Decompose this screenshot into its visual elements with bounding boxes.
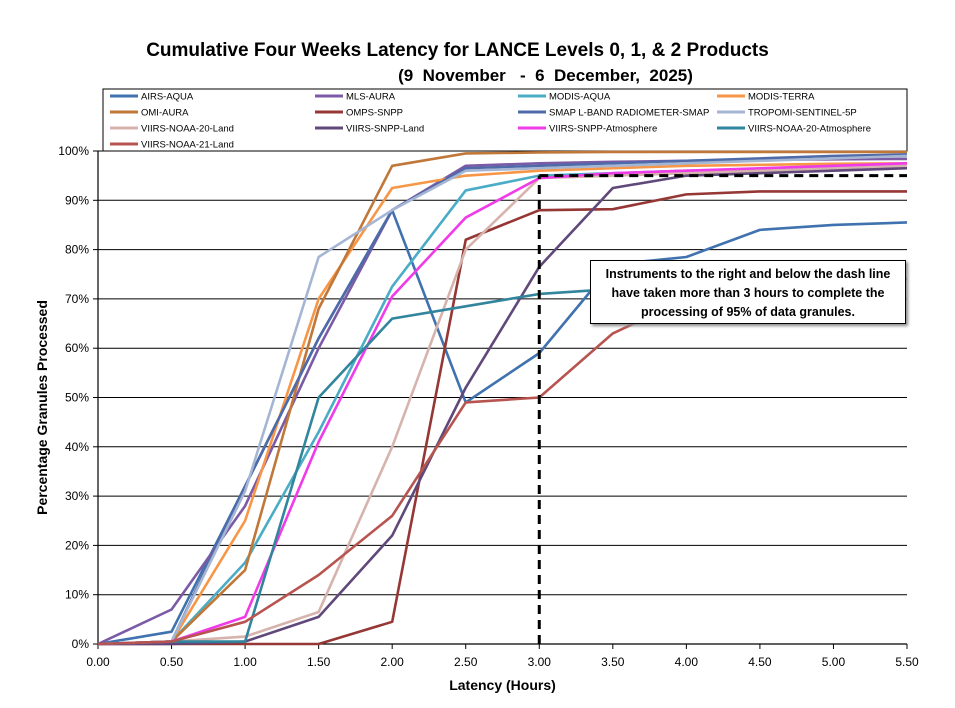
y-tick-label: 0% [72, 637, 90, 651]
annotation-box: Instruments to the right and below the d… [590, 260, 906, 324]
x-axis-title: Latency (Hours) [449, 677, 556, 693]
axis-labels: 0% 10% 20% 30% 40% 50% 60% 70% 80% 90% 100% 0.00 0.5… [34, 144, 919, 693]
series-line [97, 150, 907, 646]
y-tick-label: 80% [65, 243, 89, 257]
legend-label: VIIRS-NOAA-20-Atmosphere [748, 124, 871, 135]
x-tick-label: 1.50 [307, 655, 331, 669]
y-tick-label: 20% [65, 538, 89, 552]
legend-label: VIIRS-NOAA-21-Land [141, 140, 234, 151]
series-line [97, 162, 908, 646]
legend-label: OMI-AURA [141, 108, 189, 119]
legend-label: OMPS-SNPP [346, 108, 403, 119]
legend-label: AIRS-AQUA [141, 92, 194, 103]
y-tick-label: 50% [65, 391, 89, 405]
series-line [97, 162, 908, 646]
y-tick-label: 100% [58, 144, 89, 158]
legend-label: MODIS-AQUA [549, 92, 611, 103]
x-tick-label: 3.00 [528, 655, 552, 669]
series-line [98, 190, 907, 646]
y-tick-label: 90% [65, 193, 89, 207]
legend-label: VIIRS-NOAA-20-Land [141, 124, 234, 135]
chart-legend: AIRS-AQUA MLS-AURA MODIS-AQUA MODIS-TERRA OM… [102, 88, 908, 152]
x-tick-label: 2.50 [454, 655, 478, 669]
legend-label: MLS-AURA [346, 92, 396, 103]
threshold-dash-line [537, 174, 907, 644]
series-lines [97, 150, 908, 646]
y-axis-title: Percentage Granules Processed [34, 300, 50, 515]
x-tick-label: 3.50 [601, 655, 625, 669]
x-tick-label: 1.00 [233, 655, 257, 669]
legend-label: VIIRS-SNPP-Atmosphere [549, 124, 657, 135]
annotation-text: Instruments to the right and below the d… [605, 267, 891, 319]
series-line [97, 165, 908, 646]
legend-frame [102, 88, 908, 152]
legend-label: MODIS-TERRA [748, 92, 815, 103]
x-tick-label: 5.00 [822, 655, 846, 669]
series-line [97, 154, 908, 646]
series-line [98, 166, 908, 646]
x-tick-label: 0.00 [86, 655, 110, 669]
series-line [97, 164, 908, 646]
x-tick-label: 4.50 [748, 655, 772, 669]
legend-label: TROPOMI-SENTINEL-5P [748, 108, 857, 119]
y-tick-label: 60% [65, 341, 89, 355]
y-tick-label: 40% [65, 440, 89, 454]
legend-label: SMAP L-BAND RADIOMETER-SMAP [549, 108, 709, 119]
series-line [97, 153, 908, 646]
x-tick-label: 5.50 [895, 655, 919, 669]
y-tick-label: 10% [65, 588, 89, 602]
series-line [97, 157, 908, 646]
legend-label: VIIRS-SNPP-Land [346, 124, 424, 135]
x-tick-label: 2.00 [381, 655, 405, 669]
chart-title: Cumulative Four Weeks Latency for LANCE … [146, 40, 769, 61]
chart-subtitle: (9 November - 6 December, 2025) [398, 66, 693, 85]
y-tick-label: 70% [65, 292, 89, 306]
y-tick-label: 30% [65, 489, 89, 503]
x-tick-label: 4.00 [675, 655, 699, 669]
x-tick-label: 0.50 [160, 655, 184, 669]
